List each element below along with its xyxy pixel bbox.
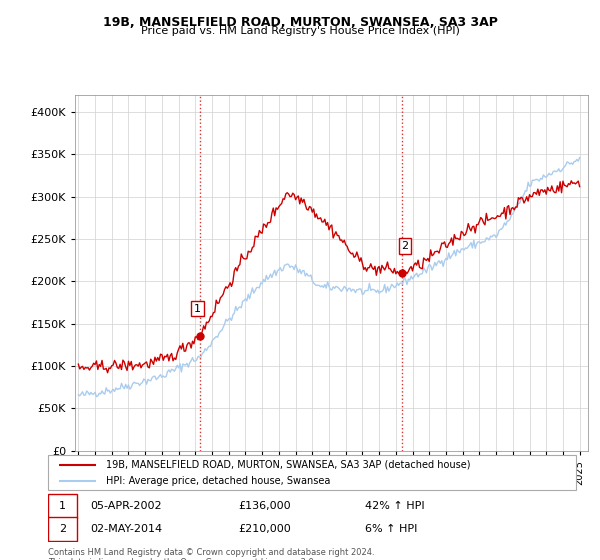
Text: HPI: Average price, detached house, Swansea: HPI: Average price, detached house, Swan… bbox=[106, 475, 331, 486]
FancyBboxPatch shape bbox=[48, 455, 576, 490]
Text: 19B, MANSELFIELD ROAD, MURTON, SWANSEA, SA3 3AP (detached house): 19B, MANSELFIELD ROAD, MURTON, SWANSEA, … bbox=[106, 460, 470, 470]
Text: 2: 2 bbox=[401, 241, 409, 251]
Text: 02-MAY-2014: 02-MAY-2014 bbox=[90, 524, 163, 534]
Text: Contains HM Land Registry data © Crown copyright and database right 2024.
This d: Contains HM Land Registry data © Crown c… bbox=[48, 548, 374, 560]
Text: £210,000: £210,000 bbox=[238, 524, 291, 534]
Text: 19B, MANSELFIELD ROAD, MURTON, SWANSEA, SA3 3AP: 19B, MANSELFIELD ROAD, MURTON, SWANSEA, … bbox=[103, 16, 497, 29]
FancyBboxPatch shape bbox=[48, 516, 77, 541]
Text: 2: 2 bbox=[59, 524, 66, 534]
Text: 1: 1 bbox=[59, 501, 66, 511]
Text: 42% ↑ HPI: 42% ↑ HPI bbox=[365, 501, 424, 511]
FancyBboxPatch shape bbox=[48, 494, 77, 519]
Text: 6% ↑ HPI: 6% ↑ HPI bbox=[365, 524, 417, 534]
Text: Price paid vs. HM Land Registry's House Price Index (HPI): Price paid vs. HM Land Registry's House … bbox=[140, 26, 460, 36]
Text: 1: 1 bbox=[194, 304, 201, 314]
Text: 05-APR-2002: 05-APR-2002 bbox=[90, 501, 162, 511]
Text: £136,000: £136,000 bbox=[238, 501, 291, 511]
